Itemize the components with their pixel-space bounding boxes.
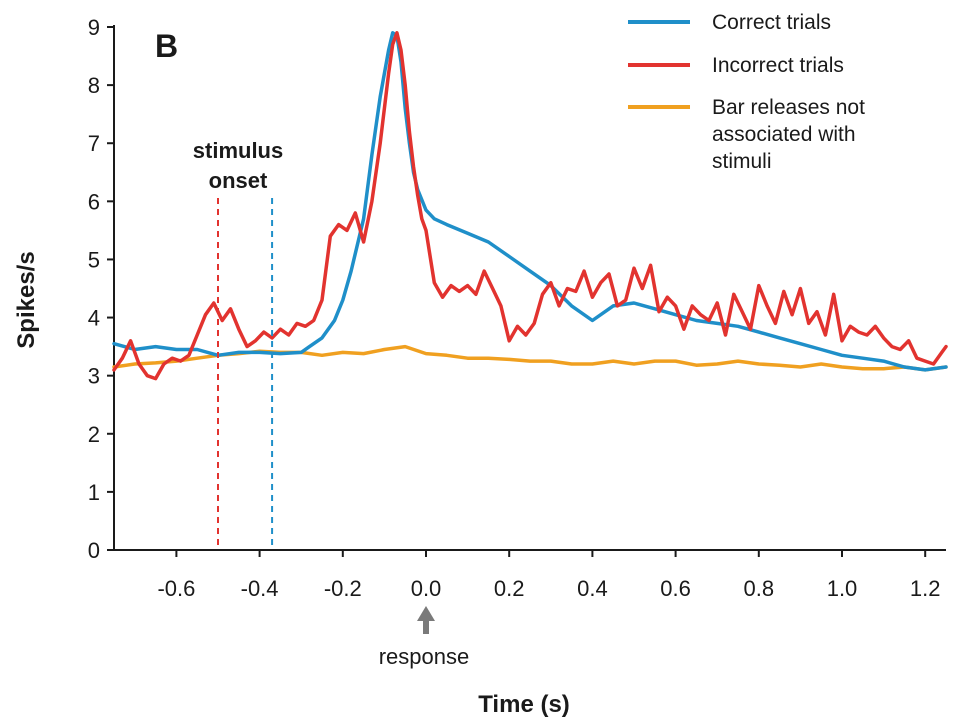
response-arrow-shaft (423, 620, 429, 634)
panel-label: B (155, 28, 178, 64)
x-tick-label: 1.2 (910, 576, 941, 601)
y-tick-label: 7 (88, 131, 100, 156)
y-tick-label: 0 (88, 538, 100, 563)
x-tick-label: 1.0 (827, 576, 858, 601)
legend-label-3: associated with (712, 123, 856, 146)
x-tick-label: -0.4 (241, 576, 279, 601)
x-axis-title: Time (s) (478, 691, 570, 718)
x-tick-label: 0.4 (577, 576, 608, 601)
y-tick-label: 3 (88, 364, 100, 389)
response-arrow-head (417, 606, 435, 621)
y-tick-label: 5 (88, 247, 100, 272)
annotation-layer (217, 198, 435, 634)
x-tick-label: 0.0 (411, 576, 442, 601)
x-tick-label: 0.8 (744, 576, 775, 601)
legend: Correct trials Incorrect trials Bar releas… (628, 11, 865, 173)
response-label: response (379, 644, 470, 669)
y-tick-label: 4 (88, 306, 100, 331)
y-tick-label: 1 (88, 480, 100, 505)
y-tick-label: 2 (88, 422, 100, 447)
legend-label-3: Bar releases not (712, 96, 865, 119)
legend-label-3: stimuli (712, 150, 772, 173)
y-tick-label: 9 (88, 15, 100, 40)
x-tick-label: 0.2 (494, 576, 525, 601)
series-line-1 (112, 31, 948, 372)
legend-label-1: Correct trials (712, 11, 831, 34)
stimulus-onset-label-line2: onset (209, 168, 268, 193)
x-tick-label: -0.6 (157, 576, 195, 601)
stimulus-onset-label-line1: stimulus (193, 138, 283, 163)
series-line-2 (112, 31, 948, 381)
series-layer (112, 31, 948, 381)
y-tick-label: 8 (88, 73, 100, 98)
x-tick-label: 0.6 (660, 576, 691, 601)
legend-label-2: Incorrect trials (712, 54, 844, 77)
axes: 0 1 2 3 4 5 6 7 8 9 -0.6 -0.4 -0.2 0.0 0.2 0.4 0.6 0.8 1.0… (88, 15, 946, 601)
y-axis-title: Spikes/s (13, 251, 40, 348)
x-tick-label: -0.2 (324, 576, 362, 601)
y-tick-label: 6 (88, 189, 100, 214)
